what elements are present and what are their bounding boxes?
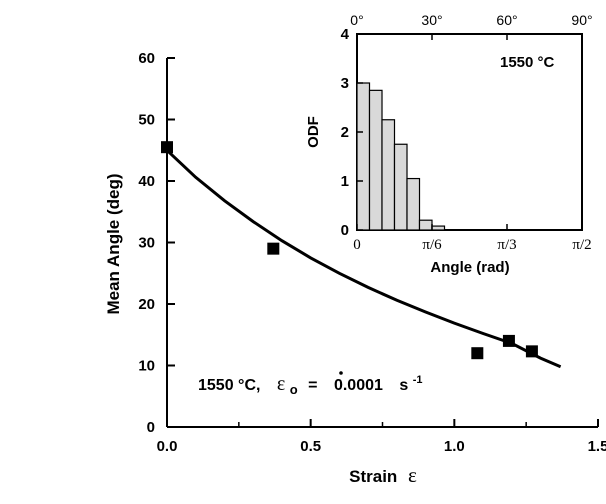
main-x-tick-label: 0.5 [300, 438, 321, 455]
main-y-tick-label: 30 [138, 235, 155, 252]
fit-curve [165, 149, 562, 369]
inset-label: 1550 °C [500, 54, 555, 71]
inset-x-tick-label: 0 [353, 237, 361, 253]
inset-x-axis-title: Angle (rad) [430, 259, 509, 276]
inset-bar [393, 143, 408, 231]
data-point [471, 347, 484, 360]
inset-y-ticks: 0 1 2 3 4 [341, 26, 363, 239]
annotation-equals: = [308, 377, 317, 394]
inset-bars [356, 82, 446, 231]
inset-x-tick-label: π/2 [572, 237, 591, 253]
main-y-tick-label: 20 [138, 296, 155, 313]
main-y-tick-label: 40 [138, 173, 155, 190]
data-point [161, 141, 173, 154]
main-y-tick-label: 0 [147, 419, 155, 436]
annotation-rate-symbol: ε [277, 373, 285, 395]
inset-top-tick-label: 60° [496, 12, 517, 28]
inset-chart: 0 π/6 π/3 π/2 0° 30° 60° 90° 0 1 2 3 4 ODF Angle (… [305, 12, 593, 276]
inset-top-tick-label: 0° [350, 12, 363, 28]
inset-x-ticks: 0 π/6 π/3 π/2 [353, 224, 592, 253]
data-points [161, 141, 538, 360]
inset-y-axis-title: ODF [305, 116, 322, 148]
annotation-rate-subscript: o [290, 382, 298, 397]
annotation-unit-exp: -1 [413, 374, 423, 386]
annotation-rate-value: 0.0001 [334, 377, 383, 394]
x-axis-title: Strain ε [349, 463, 417, 487]
x-axis-title-text: Strain [349, 467, 397, 486]
inset-bar [431, 225, 446, 231]
main-y-tick-label: 60 [138, 50, 155, 67]
condition-annotation: 1550 °C, ε o = 0.0001 s -1 [198, 373, 422, 398]
main-y-ticks: 0 10 20 30 40 50 60 [138, 50, 175, 436]
main-x-tick-label: 0.0 [157, 438, 178, 455]
inset-x-tick-label: π/6 [422, 237, 442, 253]
annotation-unit: s [399, 377, 408, 394]
main-x-tick-label: 1.0 [444, 438, 465, 455]
inset-y-tick-label: 1 [341, 173, 349, 190]
inset-bar [381, 119, 396, 231]
data-point [525, 345, 538, 358]
inset-bar [418, 219, 433, 231]
main-y-tick-label: 50 [138, 112, 155, 129]
inset-y-tick-label: 4 [341, 26, 350, 43]
inset-x-tick-label: π/3 [497, 237, 516, 253]
inset-bar [368, 89, 383, 231]
x-axis-title-symbol: ε [408, 463, 417, 487]
main-x-tick-label: 1.5 [588, 438, 606, 455]
inset-top-ticks: 0° 30° 60° 90° [350, 12, 593, 40]
inset-bar [406, 177, 421, 231]
annotation-temp: 1550 °C, [198, 377, 260, 394]
main-y-tick-label: 10 [138, 358, 155, 375]
inset-top-tick-label: 30° [421, 12, 442, 28]
data-point [267, 242, 280, 255]
inset-y-tick-label: 3 [341, 75, 349, 92]
inset-y-tick-label: 2 [341, 124, 349, 141]
data-point [502, 334, 515, 347]
inset-bar [356, 82, 371, 231]
inset-top-tick-label: 90° [571, 12, 592, 28]
annotation-rate-dot [339, 371, 343, 375]
inset-y-tick-label: 0 [341, 222, 349, 239]
main-x-ticks: 0.0 0.5 1.0 1.5 [157, 419, 606, 455]
y-axis-title: Mean Angle (deg) [104, 173, 123, 314]
